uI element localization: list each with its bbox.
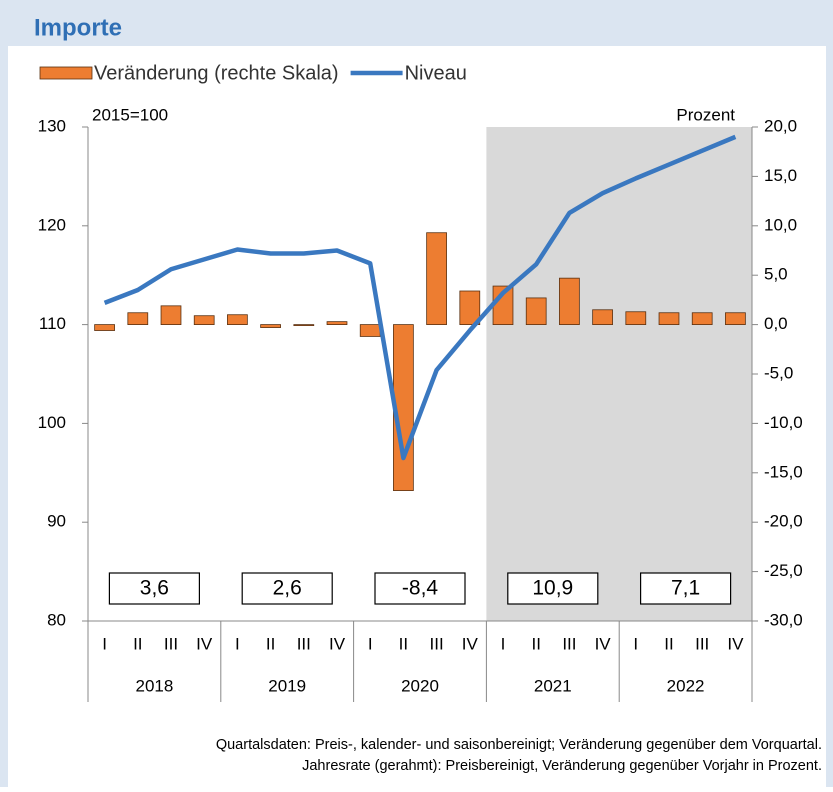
x-tick-label: I — [633, 634, 638, 653]
bar — [691, 312, 713, 325]
annual-rate-box — [507, 572, 599, 605]
y-tick-label: 80 — [47, 610, 66, 629]
x-tick-label: II — [531, 634, 540, 653]
y2-tick-label: -25,0 — [764, 561, 803, 580]
x-tick-label: IV — [595, 634, 612, 653]
x-tick-label: II — [664, 634, 673, 653]
annual-rate-label: 3,6 — [140, 577, 169, 600]
x-tick-label: II — [266, 634, 275, 653]
x-tick-label: III — [164, 634, 178, 653]
x-tick-label: IV — [196, 634, 213, 653]
bar — [127, 312, 149, 325]
line — [103, 134, 737, 461]
bar — [293, 324, 315, 326]
bar — [326, 321, 348, 325]
bar — [459, 290, 481, 325]
y2-tick-label: 20,0 — [764, 116, 797, 135]
bar — [227, 314, 248, 326]
x-tick-label: II — [133, 634, 142, 653]
x-tick-label: I — [102, 634, 107, 653]
bar — [725, 312, 746, 325]
legend-label: Niveau — [405, 62, 467, 84]
year-label: 2021 — [534, 676, 572, 695]
x-tick-label: II — [399, 634, 408, 653]
bar — [525, 297, 547, 326]
bar — [94, 324, 115, 331]
x-tick-label: IV — [727, 634, 744, 653]
x-tick-label: IV — [462, 634, 479, 653]
y2-tick-label: 15,0 — [764, 166, 797, 185]
y-tick-label: 100 — [38, 413, 66, 432]
annual-rate-box — [108, 572, 201, 605]
x-tick-label: III — [430, 634, 444, 653]
bar — [193, 315, 215, 326]
y-tick-label: 120 — [38, 215, 66, 234]
year-label: 2019 — [268, 676, 306, 695]
bar — [160, 305, 182, 326]
bar — [260, 324, 281, 328]
forecast-shade — [486, 127, 752, 621]
y-tick-label: 130 — [38, 116, 66, 135]
x-tick-label: I — [368, 634, 373, 653]
y2-tick-label: 0,0 — [764, 314, 788, 333]
y-tick-label: 110 — [39, 314, 66, 333]
bar — [359, 324, 381, 337]
year-label: 2022 — [667, 676, 705, 695]
annual-rate-box — [639, 572, 732, 605]
bar — [559, 277, 580, 326]
y2-tick-label: -30,0 — [764, 610, 803, 629]
year-label: 2018 — [135, 676, 173, 695]
annual-rate-box — [374, 572, 466, 605]
y2-tick-label: 5,0 — [764, 265, 788, 284]
y2-axis-label: Prozent — [676, 105, 735, 124]
y-axis-label: 2015=100 — [92, 105, 168, 124]
annual-rate-label: 10,9 — [532, 577, 573, 600]
x-tick-label: I — [501, 634, 506, 653]
x-tick-label: III — [297, 634, 311, 653]
y2-tick-label: -15,0 — [764, 462, 803, 481]
annual-rate-label: 2,6 — [273, 577, 302, 600]
bar — [592, 309, 613, 325]
x-tick-label: III — [695, 634, 709, 653]
legend-swatch — [39, 66, 93, 80]
bar — [625, 311, 647, 326]
year-label: 2020 — [401, 676, 439, 695]
y2-tick-label: -5,0 — [764, 363, 793, 382]
footnote: Jahresrate (gerahmt): Preisbereinigt, Ve… — [302, 758, 822, 774]
footnote: Quartalsdaten: Preis-, kalender- und sai… — [216, 737, 822, 753]
chart-title: Importe — [34, 14, 122, 41]
y-tick-label: 90 — [47, 512, 66, 531]
y2-tick-label: -20,0 — [764, 512, 803, 531]
legend-label: Veränderung (rechte Skala) — [94, 62, 339, 84]
annual-rate-box — [241, 572, 333, 605]
bar — [658, 312, 680, 325]
bar — [426, 232, 447, 326]
x-tick-label: I — [235, 634, 240, 653]
x-tick-label: III — [562, 634, 576, 653]
x-tick-label: IV — [329, 634, 346, 653]
annual-rate-label: -8,4 — [402, 577, 439, 600]
annual-rate-label: 7,1 — [671, 577, 700, 600]
y2-tick-label: 10,0 — [764, 215, 797, 234]
y2-tick-label: -10,0 — [764, 413, 803, 432]
